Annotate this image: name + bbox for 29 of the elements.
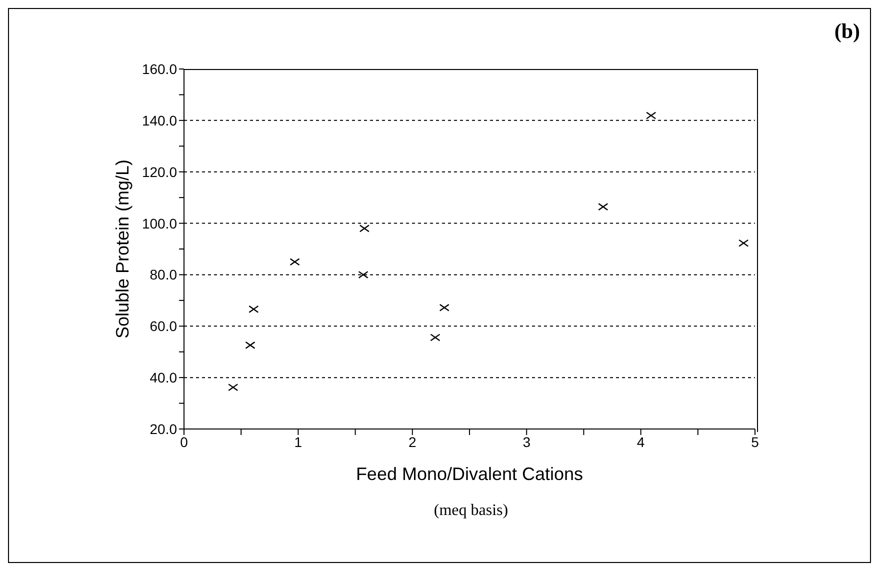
point [245, 341, 256, 349]
text: (meq basis) [432, 502, 510, 520]
x-axis-title: Feed Mono/Divalent Cations [356, 464, 584, 484]
y-axis-title: Soluble Protein (mg/L) [112, 159, 132, 339]
y-tick-label: 140.0 [142, 112, 178, 128]
point [359, 224, 370, 232]
text: (b) [834, 19, 860, 44]
y-tick-label: 100.0 [142, 215, 178, 232]
point [248, 305, 259, 313]
point [439, 304, 450, 312]
x-tick-label: 1 [294, 434, 302, 450]
y-tick-label: 80.0 [150, 266, 178, 283]
point [646, 112, 656, 120]
y-tick-label: 40.0 [150, 370, 178, 386]
x-tick-label: 3 [522, 434, 531, 450]
point [598, 203, 608, 211]
point [738, 239, 749, 247]
y-tick-label: 20.0 [150, 420, 178, 437]
x-tick-label: 5 [751, 434, 760, 450]
point [430, 334, 440, 342]
y-tick-label: 160.0 [142, 60, 178, 77]
x-tick-label: 2 [408, 434, 416, 450]
y-tick-label: 120.0 [142, 164, 178, 180]
x-tick-label: 4 [636, 434, 645, 450]
x-tick-label: 0 [180, 434, 188, 450]
point [358, 270, 368, 278]
y-tick-label: 60.0 [150, 318, 178, 334]
point [228, 384, 238, 392]
point [290, 258, 300, 266]
